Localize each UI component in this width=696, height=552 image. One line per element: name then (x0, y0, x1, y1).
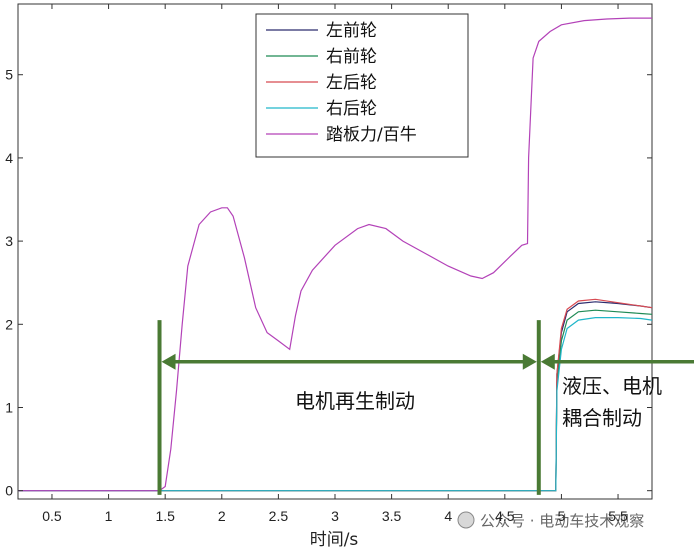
x-tick-label: 2.5 (269, 508, 289, 524)
legend-label-1: 右前轮 (326, 47, 377, 67)
x-tick-label: 4 (444, 508, 452, 524)
x-tick-label: 0.5 (42, 508, 62, 524)
legend-label-2: 左后轮 (326, 73, 377, 93)
y-tick-label: 1 (5, 399, 13, 415)
legend-label-4: 踏板力/百牛 (326, 125, 417, 145)
y-tick-label: 2 (5, 316, 13, 332)
legend-label-0: 左前轮 (326, 21, 377, 41)
x-tick-label: 2 (218, 508, 226, 524)
x-axis-label: 时间/s (310, 530, 359, 550)
regen-annotation-label: 电机再生制动 (295, 389, 415, 413)
watermark-text: 公众号 · 电动车技术观察 (480, 512, 644, 530)
x-tick-label: 5 (558, 508, 566, 524)
legend-label-3: 右后轮 (326, 99, 377, 119)
legend-box (255, 13, 469, 158)
x-tick-label: 3 (331, 508, 339, 524)
y-tick-label: 5 (5, 67, 13, 83)
x-tick-label: 1.5 (155, 508, 175, 524)
hydraulic-annotation-label-line1: 液压、电机 (562, 374, 662, 398)
watermark: 公众号 · 电动车技术观察 (457, 511, 644, 530)
series-line-3 (18, 317, 653, 492)
series-line-4 (18, 17, 652, 492)
annotation-layer (157, 320, 694, 495)
regen-arrow-head-right (522, 353, 537, 370)
y-tick-label: 0 (5, 483, 13, 499)
y-tick-label: 4 (5, 150, 13, 166)
wechat-icon (457, 511, 475, 529)
tick-layer: 0.5 1 1.5 2 2.5 3 3.5 4 4.5 5 5.5 0 1 2 3 4 5 (5, 4, 652, 524)
x-tick-label: 4.5 (495, 508, 515, 524)
x-tick-label: 1 (105, 508, 113, 524)
y-tick-label: 3 (5, 233, 13, 249)
hydraulic-arrow-head (540, 353, 555, 370)
x-tick-label: 3.5 (382, 508, 402, 524)
x-tick-label: 5.5 (608, 508, 628, 524)
series-layer (18, 17, 653, 492)
regen-arrow-head-left (161, 353, 176, 370)
hydraulic-annotation-label-line2: 耦合制动 (562, 406, 642, 430)
